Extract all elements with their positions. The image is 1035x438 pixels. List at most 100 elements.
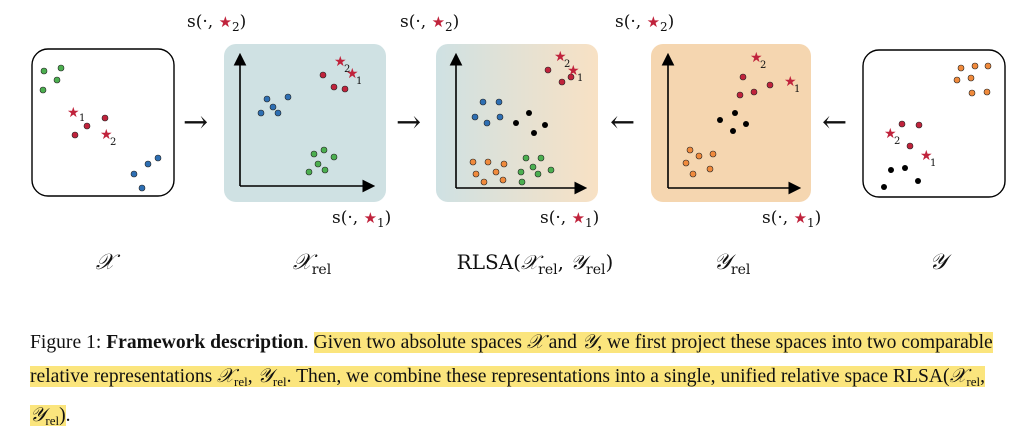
anchor-index-2: 2 [760, 60, 766, 71]
point-black [902, 165, 908, 171]
anchor-index-2: 2 [110, 137, 116, 148]
anchor-star-icon: ★ [571, 209, 586, 227]
point-blue [479, 98, 487, 106]
panel-x-points: ★ 1 ★ 2 [39, 64, 162, 192]
anchor-index-2: 2 [564, 59, 570, 70]
point-green [321, 166, 329, 174]
x-axis-label: s(·, ★1) [332, 208, 392, 230]
point-green [517, 168, 525, 176]
x-axis-label: s(·, ★1) [762, 208, 822, 230]
point-green [57, 64, 65, 72]
left-arrow-icon: ← [822, 105, 848, 140]
point-orange [968, 89, 976, 97]
anchor-star-icon: ★ [793, 209, 808, 227]
point-blue [263, 95, 271, 103]
point-black [542, 122, 548, 128]
panel-y-points: ★ 2 ★ 1 [881, 62, 992, 190]
point-orange [689, 170, 697, 178]
panel-x-label: 𝒳 [95, 250, 115, 275]
anchor-index-1: 1 [79, 113, 85, 124]
anchor-star-icon: ★ [67, 105, 80, 121]
point-blue [144, 160, 152, 168]
point-green [534, 170, 542, 178]
right-arrow-icon: → [183, 105, 209, 140]
point-green [522, 154, 530, 162]
point-black [526, 110, 532, 116]
point-red [567, 73, 575, 81]
point-orange [499, 176, 507, 184]
anchor-star-icon: ★ [920, 148, 933, 164]
anchor-star-icon: ★ [554, 49, 567, 65]
point-black [881, 184, 887, 190]
anchor-index-1: 1 [930, 158, 936, 169]
figure-canvas: ★ 1 ★ 2 ★ 2 ★ 1 [31, 44, 1006, 202]
panel-yrel-label: 𝒴rel [713, 250, 751, 278]
point-green [330, 153, 338, 161]
point-black [743, 121, 749, 127]
point-red [915, 121, 923, 129]
anchor-star-icon: ★ [784, 74, 797, 90]
point-green [305, 168, 313, 176]
point-black [531, 130, 537, 136]
point-red [101, 114, 109, 122]
point-red [898, 120, 906, 128]
anchor-star-icon: ★ [363, 209, 378, 227]
panel-yrel-box [651, 44, 811, 202]
point-blue [274, 109, 282, 117]
anchor-star-icon: ★ [750, 50, 763, 66]
point-orange [957, 64, 965, 72]
point-blue [138, 184, 146, 192]
point-red [558, 78, 566, 86]
point-red [341, 85, 349, 93]
point-red [766, 81, 774, 89]
point-blue [496, 113, 504, 121]
point-orange [984, 62, 992, 70]
point-green [547, 166, 555, 174]
y-axis-label: s(·, ★2) [615, 12, 675, 34]
point-green [518, 178, 526, 186]
panel-xrel-box [224, 44, 386, 202]
point-black [732, 110, 738, 116]
point-orange [682, 159, 690, 167]
point-blue [257, 109, 265, 117]
point-orange [695, 152, 703, 160]
y-axis-label: s(·, ★2) [400, 12, 460, 34]
point-blue [495, 98, 503, 106]
panel-xrel-label: 𝒳rel [292, 250, 332, 278]
anchor-index-1: 1 [577, 73, 583, 84]
point-orange [709, 150, 717, 158]
panel-yrel-points: ★ 2 ★ 1 [682, 50, 800, 178]
point-green [320, 146, 328, 154]
point-blue [471, 113, 479, 121]
point-orange [953, 76, 961, 84]
point-green [39, 86, 47, 94]
anchor-star-icon: ★ [218, 13, 233, 31]
point-green [529, 163, 537, 171]
point-orange [706, 165, 714, 173]
anchor-star-icon: ★ [884, 126, 897, 142]
point-red [71, 131, 79, 139]
point-green [537, 154, 545, 162]
anchor-star-icon: ★ [431, 13, 446, 31]
point-blue [284, 93, 292, 101]
anchor-star-icon: ★ [567, 63, 580, 79]
anchor-index-2: 2 [344, 64, 350, 75]
point-black [513, 120, 519, 126]
framework-figure: ★ 1 ★ 2 ★ 2 ★ 1 [31, 12, 1006, 278]
point-orange [492, 168, 500, 176]
anchor-star-icon: ★ [334, 54, 347, 70]
point-red [750, 88, 758, 96]
anchor-star-icon: ★ [646, 13, 661, 31]
point-orange [480, 178, 488, 186]
point-red [330, 83, 338, 91]
point-red [736, 91, 744, 99]
point-red [83, 122, 91, 130]
point-orange [967, 74, 975, 82]
point-black [888, 167, 894, 173]
point-orange [500, 160, 508, 168]
point-orange [484, 158, 492, 166]
point-green [40, 67, 48, 75]
point-blue [269, 103, 277, 111]
caption-title: Framework description [106, 332, 304, 353]
point-red [739, 73, 747, 81]
